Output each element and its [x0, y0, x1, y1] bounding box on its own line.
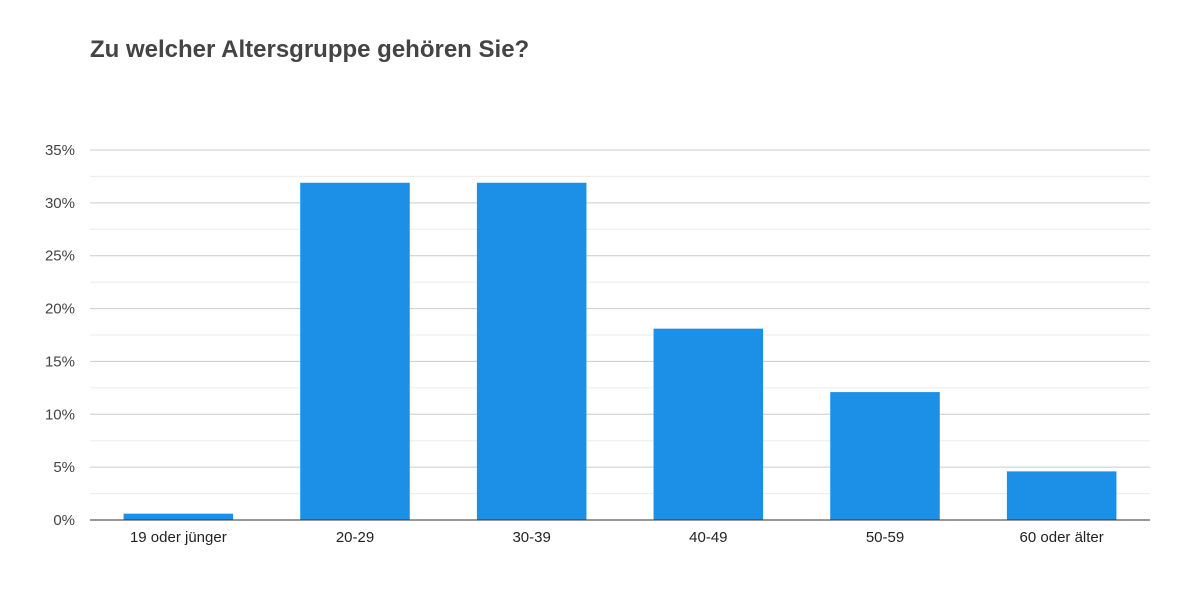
- bar: [123, 513, 234, 520]
- x-category-label: 40-49: [689, 529, 727, 546]
- bars: [123, 182, 1117, 520]
- y-axis-tick-labels: 0% 5% 10% 15% 20% 25% 30% 35%: [45, 142, 75, 529]
- bar: [1006, 471, 1117, 520]
- chart-title: Zu welcher Altersgruppe gehören Sie?: [90, 36, 530, 63]
- gridlines: [90, 149, 1150, 495]
- y-tick-label: 0%: [53, 512, 75, 529]
- bar: [300, 182, 410, 520]
- y-tick-label: 30%: [45, 195, 75, 212]
- y-tick-label: 5%: [53, 459, 75, 476]
- y-tick-label: 15%: [45, 353, 75, 370]
- x-axis-category-labels: 19 oder jünger 20-29 30-39 40-49 50-59 60 ode…: [130, 529, 1104, 546]
- y-tick-label: 35%: [45, 142, 75, 159]
- y-tick-label: 25%: [45, 248, 75, 265]
- x-category-label: 20-29: [336, 529, 374, 546]
- y-tick-label: 20%: [45, 301, 75, 318]
- bar: [476, 182, 587, 520]
- y-tick-label: 10%: [45, 406, 75, 423]
- bar: [653, 328, 764, 520]
- x-category-label: 50-59: [866, 529, 904, 546]
- bar: [830, 392, 940, 520]
- x-category-label: 60 oder älter: [1020, 529, 1104, 546]
- x-category-label: 30-39: [512, 529, 550, 546]
- x-category-label: 19 oder jünger: [130, 529, 227, 546]
